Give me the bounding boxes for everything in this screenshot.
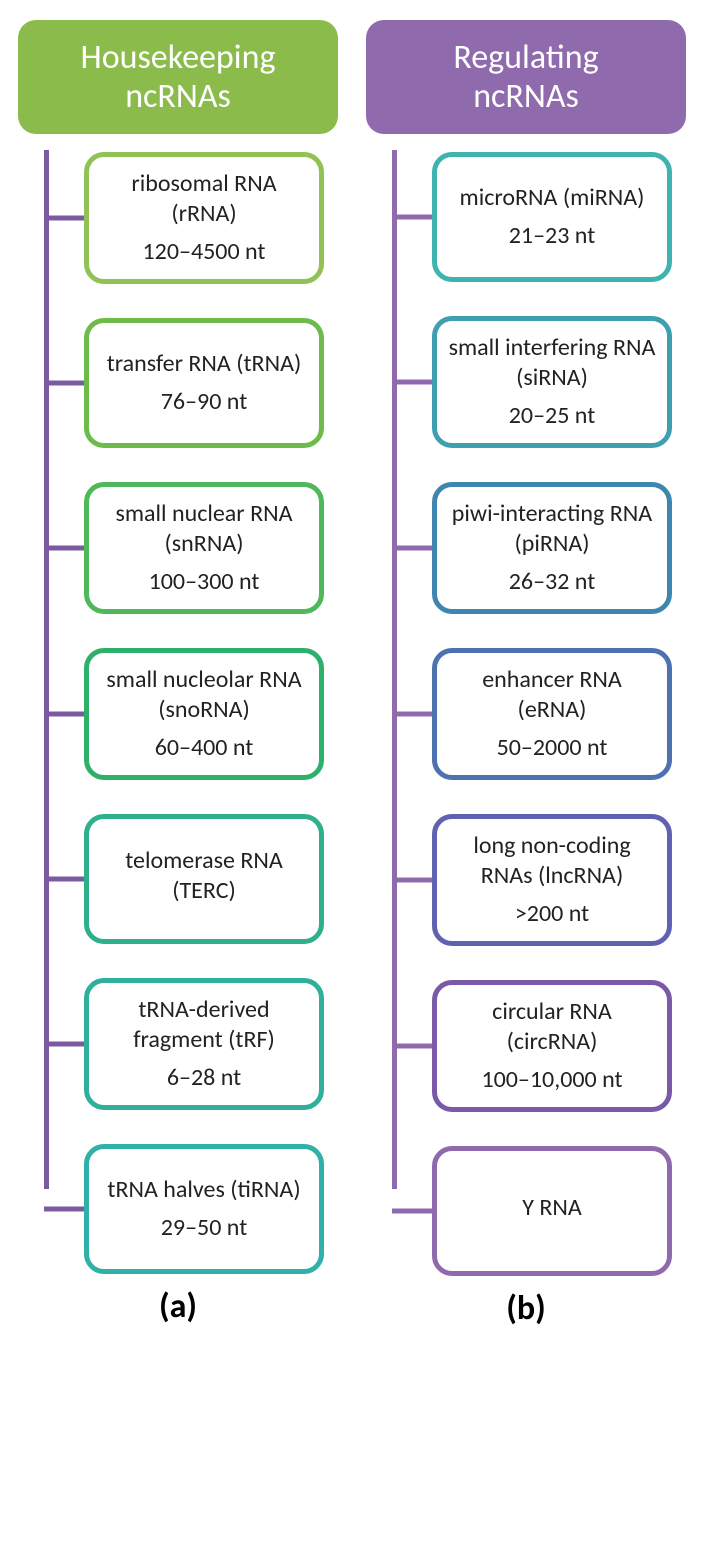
connector	[44, 712, 84, 717]
item-name: piwi-interacting RNA (piRNA)	[447, 499, 657, 559]
item-name: transfer RNA (tRNA)	[107, 349, 301, 379]
spine-regulating	[392, 150, 397, 1189]
item-box: tRNA halves (tiRNA) 29–50 nt	[84, 1144, 324, 1274]
item-box: Y RNA	[432, 1146, 672, 1276]
item-name: enhancer RNA (eRNA)	[447, 665, 657, 725]
item-wrap: microRNA (miRNA) 21–23 nt	[432, 152, 686, 282]
connector	[392, 215, 432, 220]
item-name: small interfering RNA (siRNA)	[447, 333, 657, 393]
item-box: circular RNA (circRNA) 100–10,000 nt	[432, 980, 672, 1112]
header-regulating: Regulating ncRNAs	[366, 20, 686, 134]
item-size: 20–25 nt	[509, 401, 595, 431]
connector	[392, 380, 432, 385]
item-box: enhancer RNA (eRNA) 50–2000 nt	[432, 648, 672, 780]
item-size: 76–90 nt	[161, 387, 247, 417]
item-wrap: small interfering RNA (siRNA) 20–25 nt	[432, 316, 686, 448]
item-size: 100–10,000 nt	[481, 1065, 622, 1095]
column-housekeeping: Housekeeping ncRNAs ribosomal RNA (rRNA)…	[18, 20, 338, 1329]
item-box: small nuclear RNA (snRNA) 100–300 nt	[84, 482, 324, 614]
connector	[44, 877, 84, 882]
item-name: telomerase RNA (TERC)	[99, 846, 309, 906]
header-line2: ncRNAs	[28, 77, 328, 116]
item-wrap: enhancer RNA (eRNA) 50–2000 nt	[432, 648, 686, 780]
item-name: long non-coding RNAs (lncRNA)	[447, 831, 657, 891]
item-wrap: long non-coding RNAs (lncRNA) >200 nt	[432, 814, 686, 946]
item-wrap: circular RNA (circRNA) 100–10,000 nt	[432, 980, 686, 1112]
item-size: 29–50 nt	[161, 1213, 247, 1243]
connector	[44, 1207, 84, 1212]
item-box: long non-coding RNAs (lncRNA) >200 nt	[432, 814, 672, 946]
header-line1: Housekeeping	[28, 38, 328, 77]
ncrna-classification-diagram: Housekeeping ncRNAs ribosomal RNA (rRNA)…	[0, 0, 724, 1339]
item-size: 21–23 nt	[509, 221, 595, 251]
connector	[44, 546, 84, 551]
item-size: 120–4500 nt	[143, 237, 266, 267]
header-housekeeping: Housekeeping ncRNAs	[18, 20, 338, 134]
item-box: piwi-interacting RNA (piRNA) 26–32 nt	[432, 482, 672, 614]
item-box: telomerase RNA (TERC)	[84, 814, 324, 944]
header-line1: Regulating	[376, 38, 676, 77]
item-size: 50–2000 nt	[497, 733, 608, 763]
connector	[392, 1044, 432, 1049]
item-name: small nucleolar RNA (snoRNA)	[99, 665, 309, 725]
item-box: transfer RNA (tRNA) 76–90 nt	[84, 318, 324, 448]
item-box: ribosomal RNA (rRNA) 120–4500 nt	[84, 152, 324, 284]
connector	[392, 878, 432, 883]
column-regulating: Regulating ncRNAs microRNA (miRNA) 21–23 …	[366, 20, 686, 1329]
item-name: small nuclear RNA (snRNA)	[99, 499, 309, 559]
footer-label-a: (a)	[18, 1286, 338, 1327]
item-name: tRNA halves (tiRNA)	[107, 1175, 300, 1205]
item-size: 26–32 nt	[509, 567, 595, 597]
item-box: small interfering RNA (siRNA) 20–25 nt	[432, 316, 672, 448]
item-wrap: ribosomal RNA (rRNA) 120–4500 nt	[84, 152, 338, 284]
item-wrap: tRNA halves (tiRNA) 29–50 nt	[84, 1144, 338, 1274]
items-regulating: microRNA (miRNA) 21–23 nt small interferin…	[432, 152, 686, 1276]
header-line2: ncRNAs	[376, 77, 676, 116]
item-wrap: transfer RNA (tRNA) 76–90 nt	[84, 318, 338, 448]
item-wrap: telomerase RNA (TERC)	[84, 814, 338, 944]
items-housekeeping: ribosomal RNA (rRNA) 120–4500 nt transfer …	[84, 152, 338, 1274]
connector	[392, 1209, 432, 1214]
item-wrap: piwi-interacting RNA (piRNA) 26–32 nt	[432, 482, 686, 614]
footer-label-b: (b)	[366, 1288, 686, 1329]
spine-housekeeping	[44, 150, 49, 1189]
connector	[392, 712, 432, 717]
item-name: ribosomal RNA (rRNA)	[99, 169, 309, 229]
connector	[44, 381, 84, 386]
item-box: small nucleolar RNA (snoRNA) 60–400 nt	[84, 648, 324, 780]
item-name: circular RNA (circRNA)	[447, 997, 657, 1057]
connector	[44, 1042, 84, 1047]
item-name: tRNA-derived fragment (tRF)	[99, 995, 309, 1055]
item-wrap: small nuclear RNA (snRNA) 100–300 nt	[84, 482, 338, 614]
item-wrap: Y RNA	[432, 1146, 686, 1276]
item-box: tRNA-derived fragment (tRF) 6–28 nt	[84, 978, 324, 1110]
item-box: microRNA (miRNA) 21–23 nt	[432, 152, 672, 282]
item-name: Y RNA	[522, 1193, 582, 1223]
item-wrap: small nucleolar RNA (snoRNA) 60–400 nt	[84, 648, 338, 780]
item-size: 6–28 nt	[167, 1063, 241, 1093]
item-size: 100–300 nt	[149, 567, 260, 597]
item-size: >200 nt	[515, 899, 589, 929]
connector	[392, 546, 432, 551]
item-name: microRNA (miRNA)	[460, 183, 645, 213]
item-wrap: tRNA-derived fragment (tRF) 6–28 nt	[84, 978, 338, 1110]
connector	[44, 216, 84, 221]
item-size: 60–400 nt	[155, 733, 254, 763]
